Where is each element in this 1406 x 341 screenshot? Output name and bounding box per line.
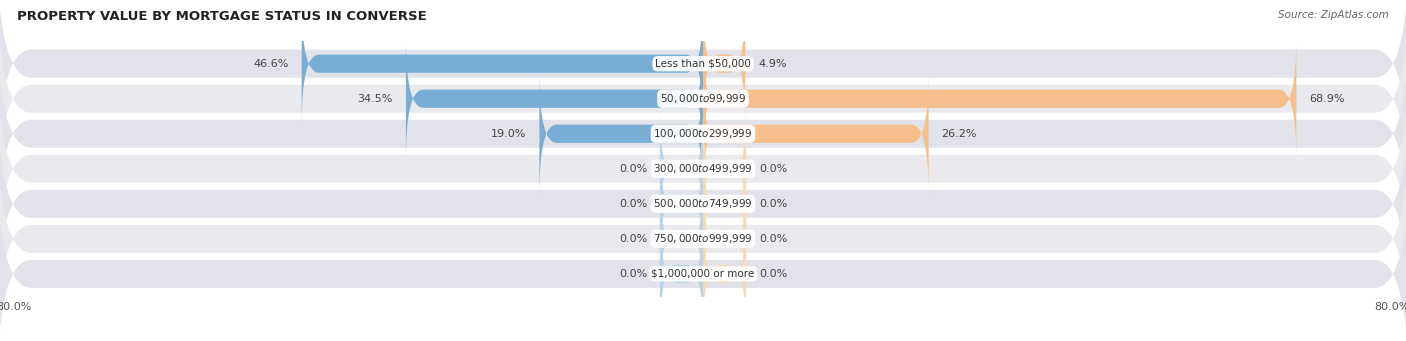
FancyBboxPatch shape: [0, 113, 1406, 341]
Text: $750,000 to $999,999: $750,000 to $999,999: [654, 232, 752, 246]
FancyBboxPatch shape: [703, 178, 747, 300]
Text: 34.5%: 34.5%: [357, 94, 392, 104]
FancyBboxPatch shape: [703, 73, 928, 195]
Text: $300,000 to $499,999: $300,000 to $499,999: [654, 162, 752, 175]
FancyBboxPatch shape: [0, 43, 1406, 295]
Text: $1,000,000 or more: $1,000,000 or more: [651, 269, 755, 279]
FancyBboxPatch shape: [703, 108, 747, 230]
Text: 0.0%: 0.0%: [619, 199, 647, 209]
Text: 0.0%: 0.0%: [759, 269, 787, 279]
FancyBboxPatch shape: [659, 178, 703, 300]
FancyBboxPatch shape: [703, 38, 1296, 160]
FancyBboxPatch shape: [0, 8, 1406, 260]
FancyBboxPatch shape: [703, 213, 747, 335]
Text: 0.0%: 0.0%: [759, 164, 787, 174]
Text: $100,000 to $299,999: $100,000 to $299,999: [654, 127, 752, 140]
Legend: Without Mortgage, With Mortgage: Without Mortgage, With Mortgage: [576, 340, 830, 341]
Text: 46.6%: 46.6%: [253, 59, 288, 69]
FancyBboxPatch shape: [659, 143, 703, 265]
Text: 68.9%: 68.9%: [1309, 94, 1344, 104]
Text: $50,000 to $99,999: $50,000 to $99,999: [659, 92, 747, 105]
Text: Less than $50,000: Less than $50,000: [655, 59, 751, 69]
Text: 0.0%: 0.0%: [759, 234, 787, 244]
Text: 0.0%: 0.0%: [619, 269, 647, 279]
FancyBboxPatch shape: [0, 0, 1406, 225]
Text: 0.0%: 0.0%: [759, 199, 787, 209]
Text: $500,000 to $749,999: $500,000 to $749,999: [654, 197, 752, 210]
Text: PROPERTY VALUE BY MORTGAGE STATUS IN CONVERSE: PROPERTY VALUE BY MORTGAGE STATUS IN CON…: [17, 10, 426, 23]
Text: 19.0%: 19.0%: [491, 129, 526, 139]
FancyBboxPatch shape: [0, 78, 1406, 330]
Text: 0.0%: 0.0%: [619, 164, 647, 174]
FancyBboxPatch shape: [0, 148, 1406, 341]
FancyBboxPatch shape: [302, 3, 703, 125]
Text: 0.0%: 0.0%: [619, 234, 647, 244]
FancyBboxPatch shape: [659, 108, 703, 230]
FancyBboxPatch shape: [659, 213, 703, 335]
FancyBboxPatch shape: [703, 143, 747, 265]
FancyBboxPatch shape: [0, 0, 1406, 190]
FancyBboxPatch shape: [540, 73, 703, 195]
Text: 4.9%: 4.9%: [758, 59, 786, 69]
Text: Source: ZipAtlas.com: Source: ZipAtlas.com: [1278, 10, 1389, 20]
Text: 26.2%: 26.2%: [942, 129, 977, 139]
FancyBboxPatch shape: [406, 38, 703, 160]
FancyBboxPatch shape: [703, 3, 745, 125]
